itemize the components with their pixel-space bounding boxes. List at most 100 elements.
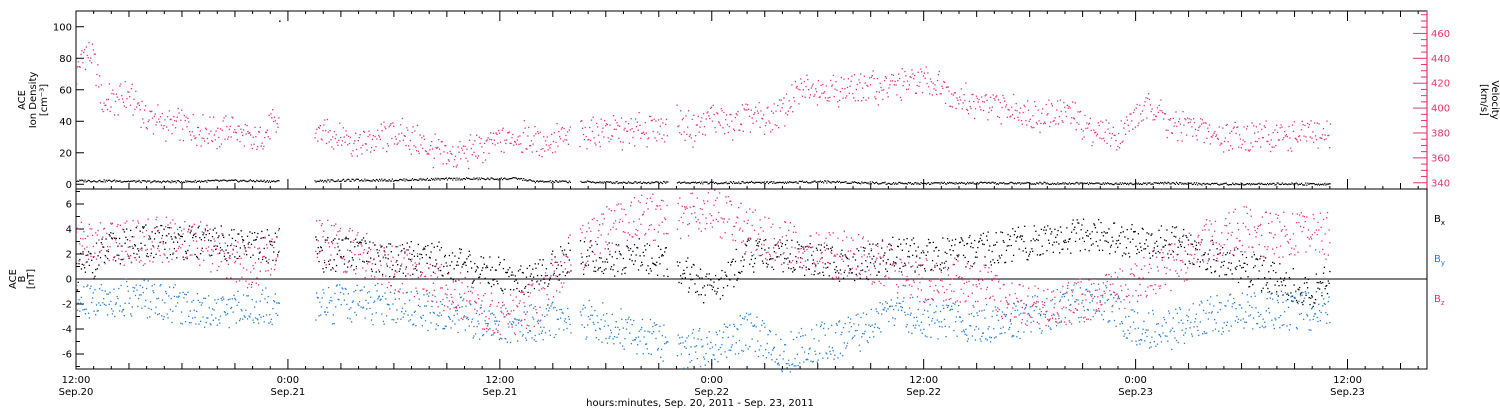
By-point [587,315,590,318]
Bx-point [132,247,134,249]
Bx-point [256,236,258,238]
By-point [329,299,331,302]
density-point [1052,183,1055,185]
Bx-point [796,241,799,243]
By-point [439,300,442,303]
density-point [189,180,191,183]
By-point [597,321,599,324]
density-point [974,183,976,185]
Bx-point [1185,235,1187,237]
density-point [407,179,409,182]
By-point [193,309,195,311]
velocity-point [920,68,922,70]
velocity-point [811,85,813,87]
Bx-point [757,245,760,247]
By-point [540,332,543,335]
velocity-point [113,114,116,116]
density-point [334,181,336,183]
velocity-point [332,136,334,138]
velocity-point [961,108,963,110]
density-point [152,181,154,183]
velocity-point [1087,123,1090,125]
Bx-point [893,265,896,267]
velocity-point [274,120,276,122]
Bx-point [1218,275,1221,277]
By-point [374,284,377,286]
velocity-point [413,145,415,147]
Bx-point [798,244,800,246]
velocity-point [932,82,934,84]
velocity-point [737,110,739,113]
Bx-point [435,259,437,261]
velocity-point [79,66,81,68]
Bx-point [1198,242,1200,244]
density-point [166,180,168,183]
density-point [1024,182,1026,184]
density-point [451,177,453,179]
density-point [161,181,164,183]
velocity-point [590,119,593,121]
By-point [504,337,506,340]
Bx-point [866,266,869,268]
velocity-point [730,113,732,116]
Bx-point [590,240,592,242]
Bx-point [1245,270,1247,272]
density-point [83,181,85,183]
Bx-point [702,287,704,289]
velocity-point [1116,149,1118,151]
Bx-point [1105,232,1107,234]
velocity-point [230,136,232,138]
Bx-point [831,246,834,248]
By-point [662,360,664,362]
velocity-point [1296,139,1298,141]
Bx-point [700,294,702,296]
By-point [756,316,758,318]
Bx-point [199,237,201,239]
density-point [439,179,441,181]
By-point [141,286,144,289]
velocity-point [444,144,446,147]
By-point [348,308,350,310]
velocity-point [1281,126,1283,128]
By-point [606,342,609,344]
By-point [598,339,600,341]
Bx-point [486,266,489,269]
velocity-point [507,131,510,134]
density-point [587,180,589,182]
Bx-point [95,268,97,271]
Bx-point [261,258,264,261]
Bx-point [1259,258,1261,260]
velocity-point [1117,145,1119,148]
density-point [789,181,791,183]
By-point [234,299,237,301]
density-point [1224,182,1226,184]
By-point [660,356,662,358]
velocity-point [1276,124,1278,126]
By-point [720,353,722,355]
density-point [143,180,146,182]
density-point [1175,181,1178,183]
velocity-point [732,128,735,130]
density-point [339,180,342,182]
Bx-point [936,264,938,267]
Bx-point [804,246,807,248]
density-point [1222,183,1224,185]
Bx-point [582,261,584,263]
Bx-point [1241,254,1244,256]
Bx-point [642,251,644,253]
By-point [694,345,696,348]
velocity-point [562,140,564,142]
Bx-point [378,271,381,273]
density-point [996,183,998,185]
By-point [775,333,777,336]
velocity-point [455,166,457,168]
velocity-point [324,119,326,121]
velocity-point [410,153,412,155]
Bx-point [924,270,927,272]
Bx-point [1182,235,1184,237]
Bx-point [1026,258,1028,261]
density-point [694,181,697,183]
Bx-point [1011,260,1013,262]
By-point [665,342,667,344]
velocity-point [538,154,540,157]
